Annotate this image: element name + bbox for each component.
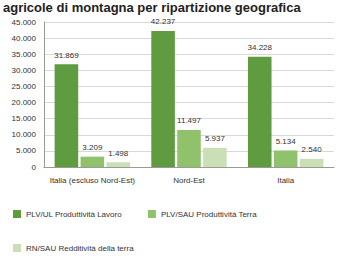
svg-text:Nord-Est: Nord-Est bbox=[173, 176, 205, 185]
svg-text:40.000: 40.000 bbox=[12, 34, 37, 43]
svg-text:2.540: 2.540 bbox=[302, 145, 323, 154]
svg-text:5.000: 5.000 bbox=[16, 146, 37, 155]
svg-text:5.134: 5.134 bbox=[276, 137, 297, 146]
svg-text:42.237: 42.237 bbox=[151, 17, 176, 26]
svg-text:45.000: 45.000 bbox=[12, 18, 37, 27]
svg-text:30.000: 30.000 bbox=[12, 66, 37, 75]
svg-text:Italia: Italia bbox=[277, 176, 294, 185]
svg-text:3.209: 3.209 bbox=[82, 143, 103, 152]
svg-text:5.937: 5.937 bbox=[205, 134, 226, 143]
svg-text:11.497: 11.497 bbox=[177, 116, 201, 125]
svg-text:20.000: 20.000 bbox=[12, 98, 37, 107]
svg-text:25.000: 25.000 bbox=[12, 82, 37, 91]
svg-text:agricole di montagna per ripar: agricole di montagna per ripartizione ge… bbox=[3, 0, 301, 15]
svg-text:PLV/UL Produttività Lavoro: PLV/UL Produttività Lavoro bbox=[26, 210, 122, 219]
svg-text:1.498: 1.498 bbox=[108, 149, 129, 158]
svg-text:34.228: 34.228 bbox=[248, 43, 273, 52]
svg-text:RN/SAU Redditività della terra: RN/SAU Redditività della terra bbox=[26, 244, 134, 253]
svg-text:0: 0 bbox=[32, 163, 37, 172]
svg-text:PLV/SAU Produttività Terra: PLV/SAU Produttività Terra bbox=[161, 210, 257, 219]
svg-text:35.000: 35.000 bbox=[12, 50, 37, 59]
svg-text:10.000: 10.000 bbox=[12, 130, 37, 139]
svg-text:Italia (escluso Nord-Est): Italia (escluso Nord-Est) bbox=[50, 176, 136, 185]
svg-text:31.869: 31.869 bbox=[54, 51, 79, 60]
svg-text:15.000: 15.000 bbox=[12, 114, 37, 123]
